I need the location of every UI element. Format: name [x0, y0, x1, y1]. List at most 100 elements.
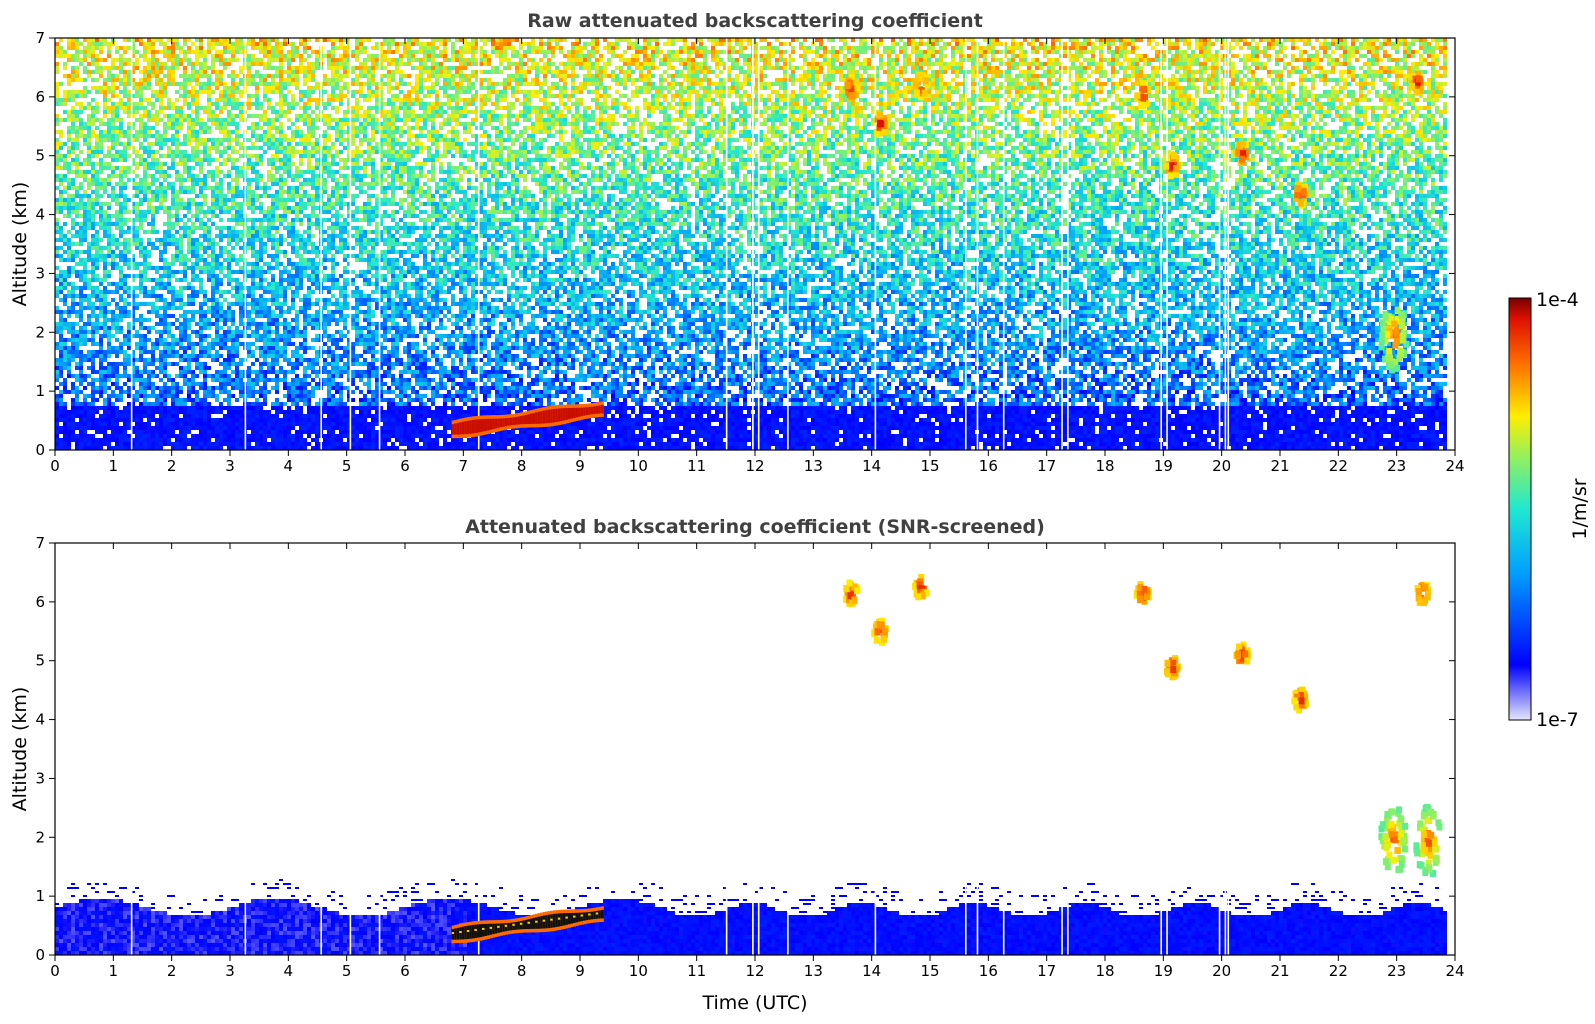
data-gap-line: [1067, 38, 1069, 450]
data-gap-line: [1225, 543, 1227, 955]
x-tick-label: 19: [1154, 962, 1173, 980]
x-tick-label: 6: [400, 962, 410, 980]
x-tick-label: 12: [745, 457, 764, 475]
y-tick-label: 1: [35, 887, 45, 905]
y-tick-label: 6: [35, 593, 45, 611]
x-tick-label: 13: [804, 962, 823, 980]
x-tick-label: 16: [979, 962, 998, 980]
y-tick-label: 6: [35, 88, 45, 106]
x-tick-label: 20: [1212, 962, 1231, 980]
data-gap-line: [1225, 38, 1227, 450]
data-gap-line: [965, 543, 967, 955]
y-tick-label: 7: [35, 29, 45, 47]
data-gap-line: [758, 543, 760, 955]
data-gap-line: [1160, 38, 1162, 450]
x-tick-label: 11: [687, 962, 706, 980]
data-gap-line: [379, 543, 381, 955]
x-tick-label: 0: [50, 457, 60, 475]
feature-cloud: [1413, 804, 1442, 877]
raw-backscatter-panel: Raw attenuated backscattering coefficien…: [9, 10, 1465, 475]
data-gap-line: [726, 543, 728, 955]
data-gap-line: [787, 38, 789, 450]
screened-heatmap: [55, 543, 1447, 955]
data-gap-line: [965, 38, 967, 450]
x-tick-label: 14: [862, 962, 881, 980]
x-tick-label: 2: [167, 962, 177, 980]
colorbar-min-label: 1e-7: [1536, 709, 1579, 731]
data-gap-line: [977, 38, 979, 450]
data-gap-line: [379, 38, 381, 450]
x-tick-label: 1: [109, 962, 119, 980]
colorbar-gradient: [1509, 298, 1531, 720]
x-tick-label: 20: [1212, 457, 1231, 475]
data-gap-line: [752, 543, 754, 955]
data-gap-line: [1166, 38, 1168, 450]
y-tick-label: 3: [35, 264, 45, 282]
x-tick-label: 6: [400, 457, 410, 475]
x-tick-label: 21: [1270, 457, 1289, 475]
data-gap-line: [245, 38, 247, 450]
x-tick-label: 15: [920, 457, 939, 475]
x-tick-label: 18: [1095, 962, 1114, 980]
screened-panel-title: Attenuated backscattering coefficient (S…: [465, 516, 1045, 538]
y-tick-label: 2: [35, 828, 45, 846]
data-gap-line: [131, 38, 133, 450]
feature-cloud: [1415, 582, 1431, 606]
y-tick-label: 3: [35, 769, 45, 787]
x-tick-label: 9: [575, 962, 585, 980]
feature-cloud: [1291, 686, 1309, 713]
data-gap-line: [758, 38, 760, 450]
y-tick-label: 0: [35, 946, 45, 964]
x-tick-label: 4: [284, 457, 294, 475]
data-gap-line: [1228, 38, 1230, 450]
x-tick-label: 10: [629, 962, 648, 980]
feature-cloud: [912, 574, 930, 600]
x-tick-label: 22: [1329, 457, 1348, 475]
x-tick-label: 15: [920, 962, 939, 980]
data-gap-line: [787, 543, 789, 955]
data-gap-line: [350, 38, 352, 450]
figure: Raw attenuated backscattering coefficien…: [0, 0, 1595, 1020]
data-gap-line: [320, 543, 322, 955]
x-tick-label: 24: [1445, 962, 1464, 980]
colorbar: 1e-4 1e-7 1/m/sr: [1509, 289, 1591, 731]
x-tick-label: 5: [342, 962, 352, 980]
x-tick-label: 19: [1154, 457, 1173, 475]
x-tick-label: 0: [50, 962, 60, 980]
x-tick-label: 17: [1037, 457, 1056, 475]
data-gap-line: [1160, 543, 1162, 955]
data-gap-line: [1219, 543, 1221, 955]
data-gap-line: [478, 543, 480, 955]
y-tick-label: 7: [35, 534, 45, 552]
x-tick-label: 22: [1329, 962, 1348, 980]
data-gap-line: [1219, 38, 1221, 450]
screened-backscatter-panel: Attenuated backscattering coefficient (S…: [9, 516, 1465, 1014]
heatmap-background: [55, 38, 1447, 450]
data-gap-line: [875, 38, 877, 450]
data-gap-line: [1061, 543, 1063, 955]
x-tick-label: 23: [1387, 457, 1406, 475]
data-gap-line: [350, 543, 352, 955]
data-gap-line: [1003, 38, 1005, 450]
x-tick-label: 12: [745, 962, 764, 980]
x-tick-label: 21: [1270, 962, 1289, 980]
colorbar-max-label: 1e-4: [1536, 289, 1579, 311]
x-tick-label: 13: [804, 457, 823, 475]
x-tick-label: 9: [575, 457, 585, 475]
data-gap-line: [1003, 543, 1005, 955]
data-gap-line: [478, 38, 480, 450]
data-gap-line: [1067, 543, 1069, 955]
raw-panel-title: Raw attenuated backscattering coefficien…: [527, 10, 983, 32]
x-tick-label: 1: [109, 457, 119, 475]
x-tick-label: 3: [225, 962, 235, 980]
y-tick-label: 5: [35, 652, 45, 670]
data-gap-line: [726, 38, 728, 450]
x-tick-label: 18: [1095, 457, 1114, 475]
data-gap-line: [1166, 543, 1168, 955]
x-tick-label: 7: [459, 457, 469, 475]
raw-y-axis-label: Altitude (km): [9, 182, 31, 307]
y-tick-label: 5: [35, 147, 45, 165]
x-tick-label: 24: [1445, 457, 1464, 475]
x-tick-label: 17: [1037, 962, 1056, 980]
data-gap-line: [245, 543, 247, 955]
